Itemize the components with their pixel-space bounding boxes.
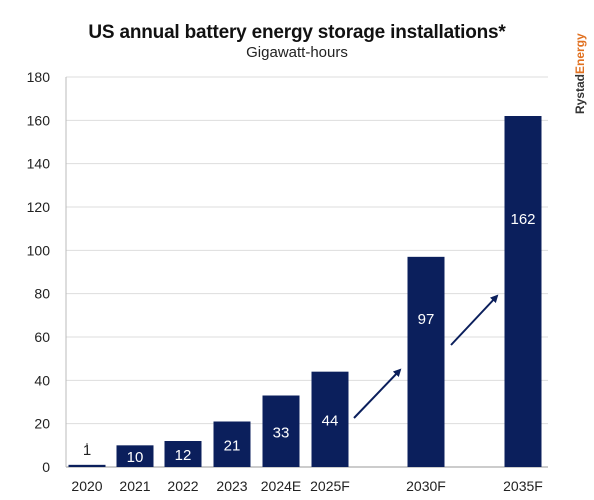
- data-label-2023: 21: [224, 437, 241, 454]
- y-tick-label: 140: [27, 156, 51, 172]
- y-axis: 0 20 40 60 80 100 120 140 160 180: [27, 69, 67, 475]
- bar-2030F: [407, 256, 445, 467]
- y-tick-label: 160: [27, 112, 51, 128]
- y-tick-label: 60: [34, 329, 50, 345]
- x-tick-label: 2035F: [503, 478, 543, 494]
- bars: 1 10 12 21 33 44 97 162: [68, 116, 542, 467]
- data-label-2021: 10: [127, 449, 144, 466]
- x-axis: 2020 2021 2022 2023 2024E 2025F 2030F 2035F: [71, 478, 542, 494]
- brand-logo: RystadEnergy: [573, 33, 587, 114]
- y-tick-label: 100: [27, 242, 51, 258]
- gridlines: [66, 76, 548, 468]
- y-tick-label: 180: [27, 69, 51, 85]
- trend-arrow-2030-2035: [450, 294, 499, 346]
- bar-2025F: [311, 371, 349, 467]
- bar-2024E: [262, 395, 300, 467]
- x-tick-label: 2030F: [406, 478, 446, 494]
- data-label-2022: 12: [175, 447, 192, 464]
- y-tick-label: 120: [27, 199, 51, 215]
- x-tick-label: 2024E: [261, 478, 301, 494]
- data-label-2020: 1: [83, 442, 91, 459]
- data-label-2030F: 97: [418, 311, 435, 328]
- bar-2023: [213, 421, 251, 467]
- y-tick-label: 40: [34, 372, 50, 388]
- data-label-2035F: 162: [510, 211, 535, 228]
- bar-2035F: [504, 116, 542, 467]
- trend-arrow-2025-2030: [353, 368, 402, 419]
- trend-arrows: [353, 294, 499, 419]
- x-tick-label: 2021: [119, 478, 150, 494]
- y-tick-label: 0: [42, 459, 50, 475]
- brand-name-part2: Energy: [573, 33, 587, 74]
- x-tick-label: 2025F: [310, 478, 350, 494]
- data-label-2025F: 44: [322, 412, 339, 429]
- bar-2021: [116, 445, 154, 467]
- y-tick-label: 80: [34, 286, 50, 302]
- data-label-2024E: 33: [273, 424, 290, 441]
- y-tick-label: 20: [34, 416, 50, 432]
- x-tick-label: 2023: [216, 478, 247, 494]
- x-tick-label: 2022: [167, 478, 198, 494]
- x-tick-label: 2020: [71, 478, 102, 494]
- brand-name-part1: Rystad: [573, 74, 587, 114]
- bar-2022: [164, 441, 202, 467]
- chart-title: US annual battery energy storage install…: [88, 22, 506, 43]
- chart-subtitle: Gigawatt-hours: [246, 44, 348, 61]
- bar-2020: [68, 464, 106, 467]
- svg-text:RystadEnergy: RystadEnergy: [573, 33, 587, 114]
